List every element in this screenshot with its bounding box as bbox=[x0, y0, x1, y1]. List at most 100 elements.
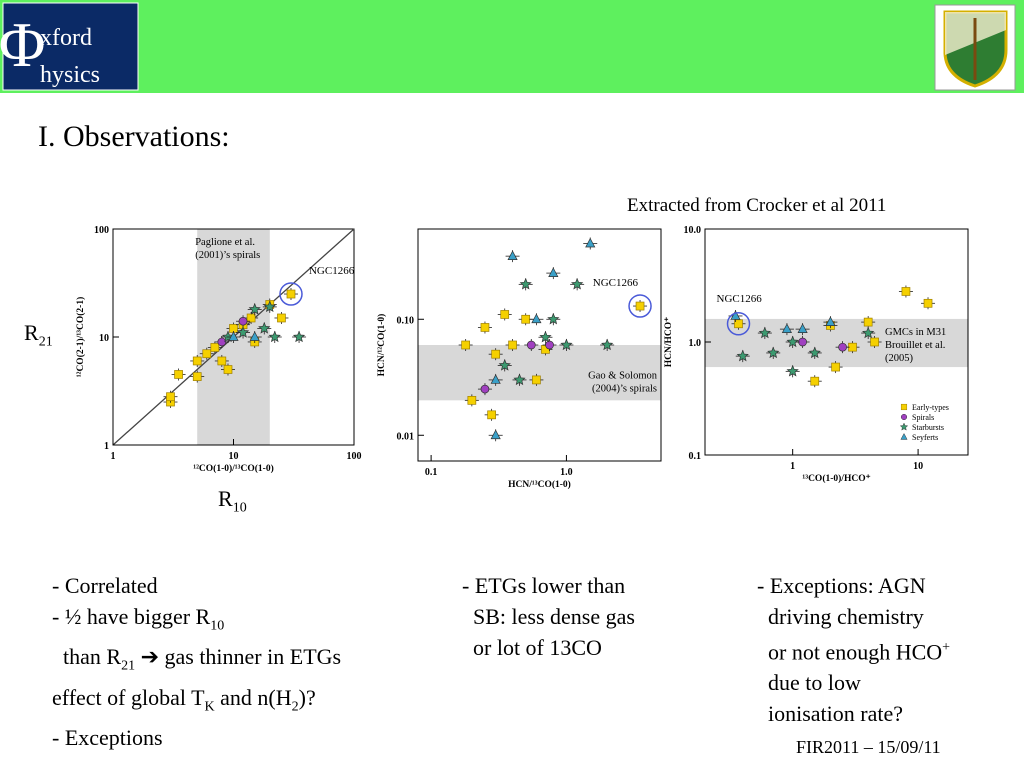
highlight-label: NGC1266 bbox=[593, 277, 639, 289]
text: - ETGs lower than bbox=[462, 573, 626, 598]
subscript: K bbox=[204, 699, 215, 715]
text: ionisation rate? bbox=[757, 701, 904, 727]
point bbox=[831, 362, 840, 372]
y-tick-label: 0.01 bbox=[397, 431, 415, 442]
point bbox=[519, 277, 532, 290]
highlight-ring bbox=[726, 312, 751, 336]
legend-label: Early-types bbox=[912, 403, 949, 412]
highlight-ring bbox=[628, 294, 652, 318]
bullet-column: - ETGs lower than SB: less dense gas or … bbox=[462, 570, 635, 663]
text: than R bbox=[52, 644, 122, 670]
point bbox=[526, 340, 536, 350]
band-label: (2001)’s spirals bbox=[195, 250, 260, 261]
point bbox=[480, 384, 490, 394]
x-tick-label: 1 bbox=[790, 461, 795, 472]
point bbox=[258, 321, 271, 334]
legend-label: Starbursts bbox=[912, 423, 944, 432]
point bbox=[217, 337, 227, 347]
y-tick-label: 100 bbox=[94, 225, 109, 236]
point bbox=[248, 302, 261, 315]
text: - ½ have bigger R bbox=[52, 604, 211, 629]
bullet-line: - ½ have bigger R10 bbox=[52, 601, 341, 641]
side-text: R bbox=[24, 320, 39, 345]
bullet-line: driving chemistry bbox=[757, 601, 950, 632]
superscript: + bbox=[942, 640, 951, 655]
point bbox=[217, 356, 227, 366]
point bbox=[923, 298, 933, 308]
side-sub: 10 bbox=[232, 500, 247, 516]
point bbox=[246, 313, 256, 323]
point bbox=[736, 349, 749, 362]
side-text: R bbox=[218, 486, 233, 511]
y-tick-label: 10.0 bbox=[684, 225, 702, 236]
side-sub: 21 bbox=[38, 334, 53, 350]
bullet-line: - Exceptions: AGN bbox=[757, 570, 950, 601]
highlight-ring bbox=[279, 282, 303, 306]
point bbox=[730, 310, 741, 320]
legend-marker bbox=[899, 422, 909, 431]
x-tick-label: 1.0 bbox=[560, 467, 573, 478]
y-axis-label: HCN/¹²CO(1-0) bbox=[376, 314, 387, 377]
point bbox=[513, 373, 526, 386]
legend-marker bbox=[900, 432, 908, 440]
band-label: Gao & Solomon bbox=[588, 370, 658, 381]
point bbox=[786, 364, 799, 377]
logo-text: hysics bbox=[40, 62, 100, 88]
y-axis-label: HCN/HCO⁺ bbox=[664, 317, 674, 367]
point bbox=[863, 317, 873, 327]
x-axis-label: ¹³CO(1-0)/HCO⁺ bbox=[802, 473, 870, 484]
point bbox=[870, 337, 879, 347]
credit: Extracted from Crocker et al 2011 bbox=[627, 195, 887, 216]
x-tick-label: 10 bbox=[913, 461, 923, 472]
bullet-column: - Exceptions: AGN driving chemistry or n… bbox=[757, 570, 950, 729]
point bbox=[263, 300, 276, 313]
bullet-line: effect of global TK and n(H2)? bbox=[52, 682, 341, 722]
point bbox=[490, 374, 501, 384]
y-tick-label: 0.10 bbox=[397, 315, 415, 326]
point bbox=[862, 326, 875, 339]
subscript: 21 bbox=[121, 658, 136, 674]
point bbox=[825, 316, 836, 326]
legend-label: Spirals bbox=[912, 413, 934, 422]
point bbox=[228, 331, 239, 341]
text: effect of global T bbox=[52, 684, 205, 710]
point bbox=[467, 395, 477, 405]
point bbox=[249, 331, 260, 341]
point bbox=[601, 338, 614, 351]
text: )? bbox=[298, 684, 316, 710]
highlight-label: NGC1266 bbox=[309, 265, 355, 277]
point bbox=[236, 326, 250, 338]
point bbox=[461, 340, 471, 350]
point bbox=[498, 358, 511, 371]
text: or lot of 13CO bbox=[462, 635, 602, 660]
subscript: 10 bbox=[210, 618, 225, 634]
point bbox=[507, 250, 518, 261]
y-tick-label: 10 bbox=[99, 333, 109, 344]
bullet-line: than R21 ➔ gas thinner in ETGs bbox=[52, 641, 341, 681]
bullet-line: - ETGs lower than bbox=[462, 570, 635, 601]
x-tick-label: 0.1 bbox=[425, 467, 438, 478]
point bbox=[491, 349, 501, 359]
bullet-column: - Correlated - ½ have bigger R10 than R21… bbox=[52, 570, 341, 753]
point bbox=[810, 376, 820, 386]
x-tick-label: 10 bbox=[229, 451, 239, 462]
band-label: Paglione et al. bbox=[195, 237, 255, 248]
point bbox=[192, 356, 202, 366]
bullet-line: or not enough HCO+ bbox=[757, 632, 950, 667]
bullet-line: - Exceptions bbox=[52, 722, 341, 753]
text: SB: less dense gas bbox=[462, 604, 635, 629]
highlight-label: NGC1266 bbox=[717, 293, 763, 305]
legend-label: Seyferts bbox=[912, 433, 938, 442]
bullet-line: SB: less dense gas bbox=[462, 601, 635, 632]
point bbox=[545, 340, 554, 350]
band-label: GMCs in M31 bbox=[885, 327, 946, 338]
bullet-line: or lot of 13CO bbox=[462, 632, 635, 663]
point bbox=[547, 312, 560, 325]
band-label: (2005) bbox=[885, 353, 913, 364]
side-label: R21 bbox=[24, 320, 53, 350]
subscript: 2 bbox=[291, 699, 299, 715]
point bbox=[286, 289, 296, 299]
header-bar bbox=[0, 0, 1024, 93]
oxford-logo bbox=[2, 2, 139, 91]
